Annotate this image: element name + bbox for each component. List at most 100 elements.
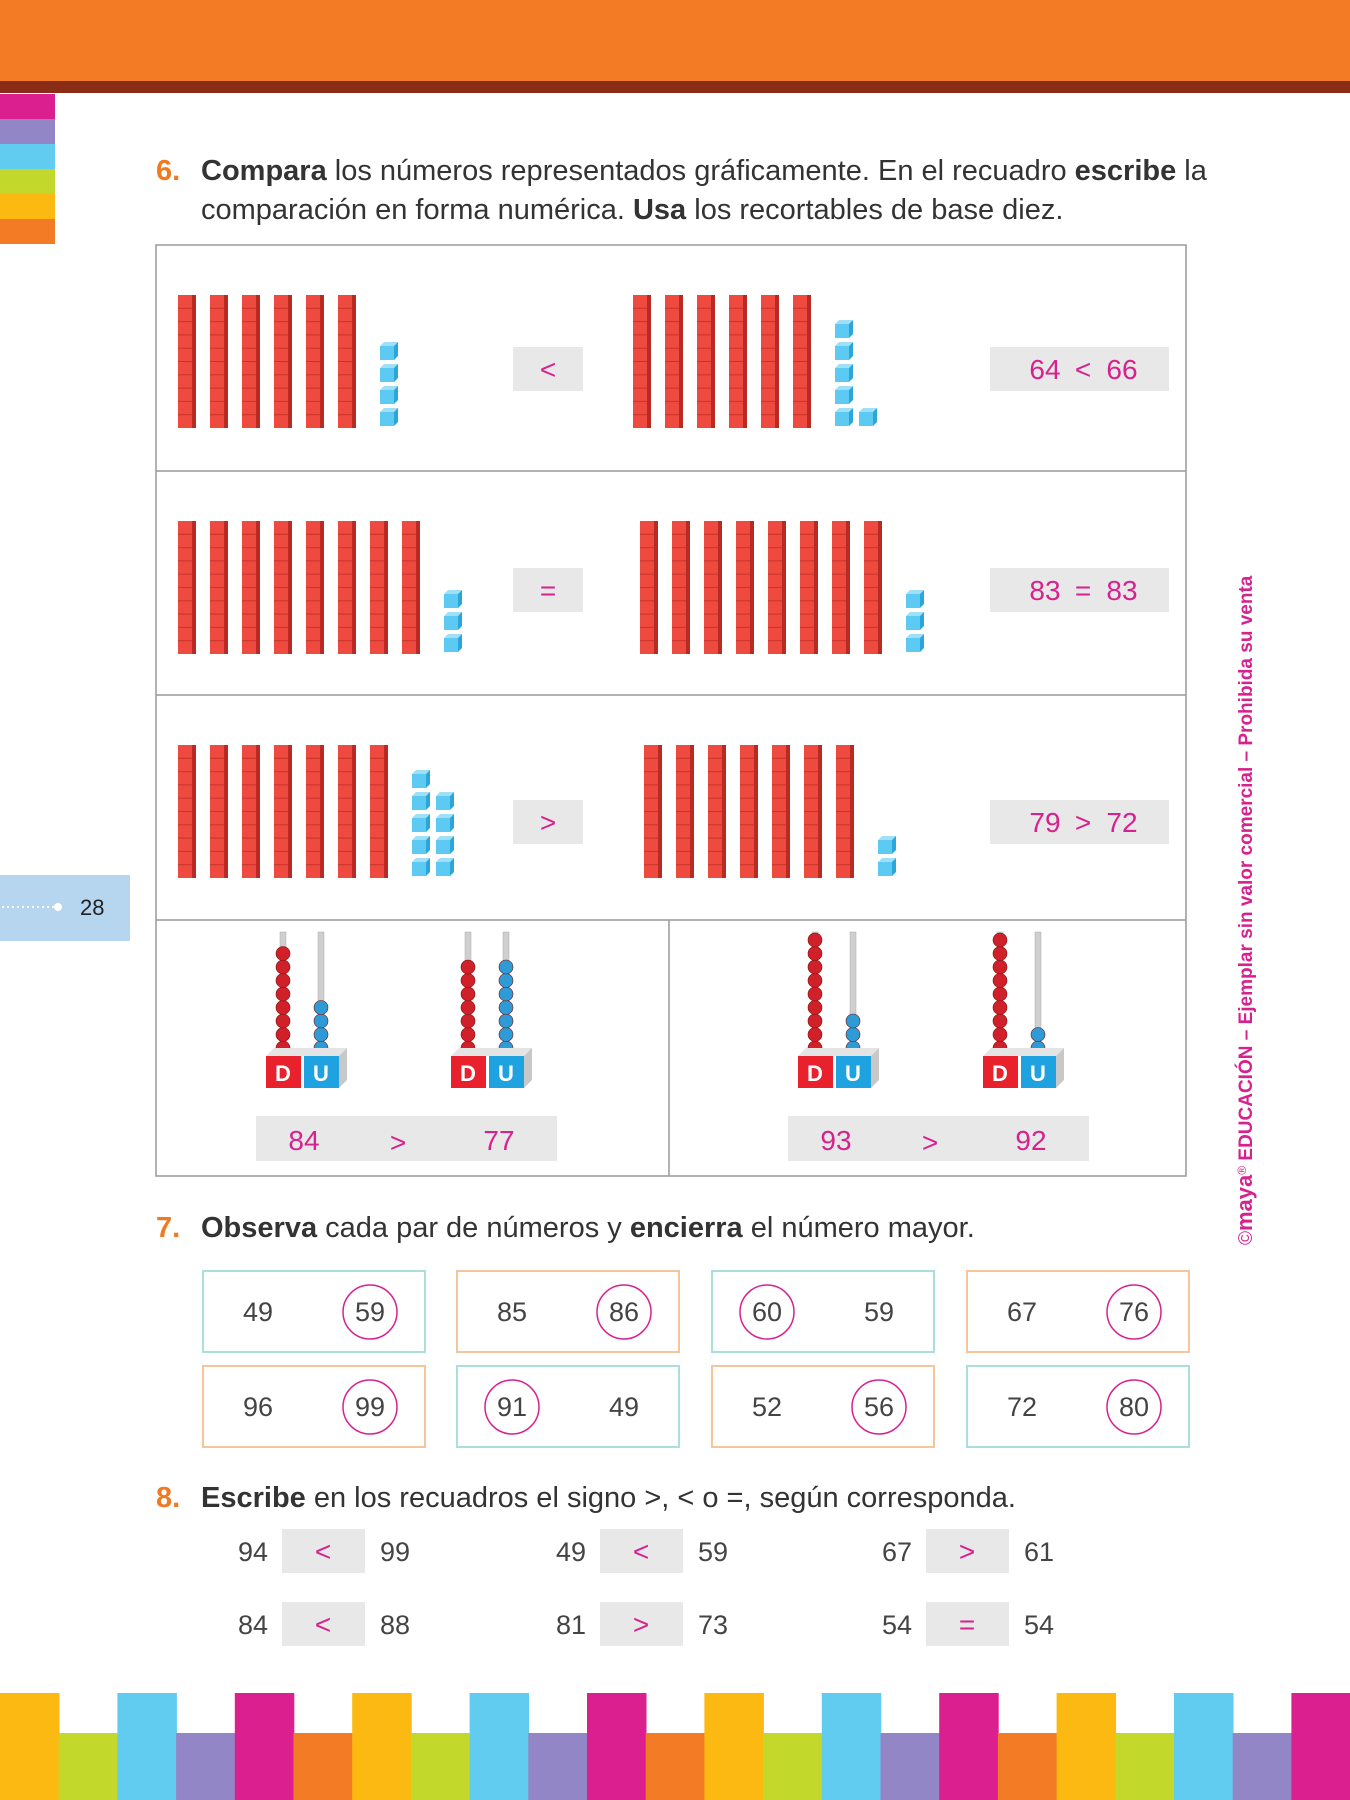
circle-mark [1106,1284,1162,1340]
place-label: D [992,1061,1008,1086]
ten-rod [832,521,850,654]
bead [498,986,514,1002]
answer-right: 72 [1106,807,1137,838]
ten-rod [804,745,822,878]
bead [807,959,823,975]
unit-cube [835,386,853,404]
ten-rod [306,745,324,878]
block-side [451,1048,532,1056]
instruction-text: comparación en forma numérica. [201,194,633,226]
pairs: 49 59 85 86 60 59 67 76 96 99 91 49 52 56 72 80 [202,1270,1190,1448]
instruction-text: Observa [201,1212,318,1244]
bead [992,973,1008,988]
place-block [266,1056,301,1088]
sign-box [926,1529,1009,1573]
place-label: U [1030,1061,1046,1086]
stripe [1291,1693,1350,1800]
bead [992,946,1008,961]
place-label: U [498,1061,514,1086]
bead [992,1027,1008,1042]
bead [460,959,476,975]
ten-rod [306,295,324,428]
sign-box [282,1529,365,1573]
unit-cube [835,364,853,382]
unit-cube [835,342,853,360]
ten-rod [729,295,747,428]
sign-box [926,1602,1009,1646]
sign: > [959,1536,975,1567]
sign: < [540,354,556,385]
bead [498,1013,514,1029]
bead [460,1013,476,1029]
pair-number: 72 [1007,1392,1037,1422]
bead [498,1027,514,1042]
answer-sign: > [1075,807,1091,838]
ten-rod [708,745,726,878]
ten-rod [672,521,690,654]
stripe [352,1693,412,1800]
stripe [880,1733,940,1800]
bead [807,1027,823,1042]
header-strip [0,81,1350,93]
right-number: 88 [380,1610,410,1640]
ten-rod [704,521,722,654]
unit-cube [878,858,896,876]
exercise-number: 6. [156,155,180,187]
block-side [339,1048,347,1088]
block-side [266,1048,347,1056]
instruction-line: Observa cada par de números y encierra e… [201,1212,975,1244]
bead [275,1000,291,1015]
pair-number: 49 [609,1392,639,1422]
stripe [997,1733,1058,1800]
unit-cube [380,342,398,360]
instruction-line: Escribe en los recuadros el signo >, < o… [201,1482,1016,1514]
unit-cube [380,408,398,426]
ten-rod [210,521,228,654]
bead [313,1000,329,1015]
bead [498,959,514,975]
bead [498,1000,514,1015]
exercise-number: 7. [156,1212,180,1244]
ten-rod [665,295,683,428]
stripe [1115,1733,1175,1800]
ten-rod [864,521,882,654]
pair-number: 59 [864,1297,894,1327]
sign: < [315,1536,331,1567]
instruction: Escribe en los recuadros el signo >, < o… [201,1482,1016,1514]
instruction-text: los recortables de base diez. [686,194,1063,226]
bead [275,959,291,975]
pair-number: 86 [609,1297,639,1327]
unit-cube [906,612,924,630]
stripe [0,1693,60,1800]
circle-mark [851,1379,907,1435]
pair-number: 59 [355,1297,385,1327]
bead [845,1027,861,1042]
answer-sign: > [922,1127,938,1158]
bead [313,1027,329,1042]
ten-rod [370,745,388,878]
place-block [489,1056,524,1088]
answer-left: 93 [820,1125,851,1156]
instruction-text: la [1176,155,1208,187]
answer-left: 84 [288,1125,319,1156]
stripe [939,1693,999,1800]
sign-box [513,568,583,612]
right-number: 99 [380,1537,410,1567]
instruction-text: los números representados gráficamente. … [327,155,1075,187]
bead [807,1000,823,1015]
left-number: 81 [556,1610,586,1640]
unit-cube [906,590,924,608]
bead [460,1000,476,1015]
unit-cube [380,364,398,382]
ten-rod [697,295,715,428]
ten-rod [644,745,662,878]
block-side [524,1048,532,1088]
place-label: U [845,1061,861,1086]
sign: = [540,575,556,606]
unit-cube [906,634,924,652]
stripe [293,1733,353,1800]
unit-cube [436,858,454,876]
bead [992,1013,1008,1029]
circle-mark [739,1284,795,1340]
stripe [176,1733,236,1800]
